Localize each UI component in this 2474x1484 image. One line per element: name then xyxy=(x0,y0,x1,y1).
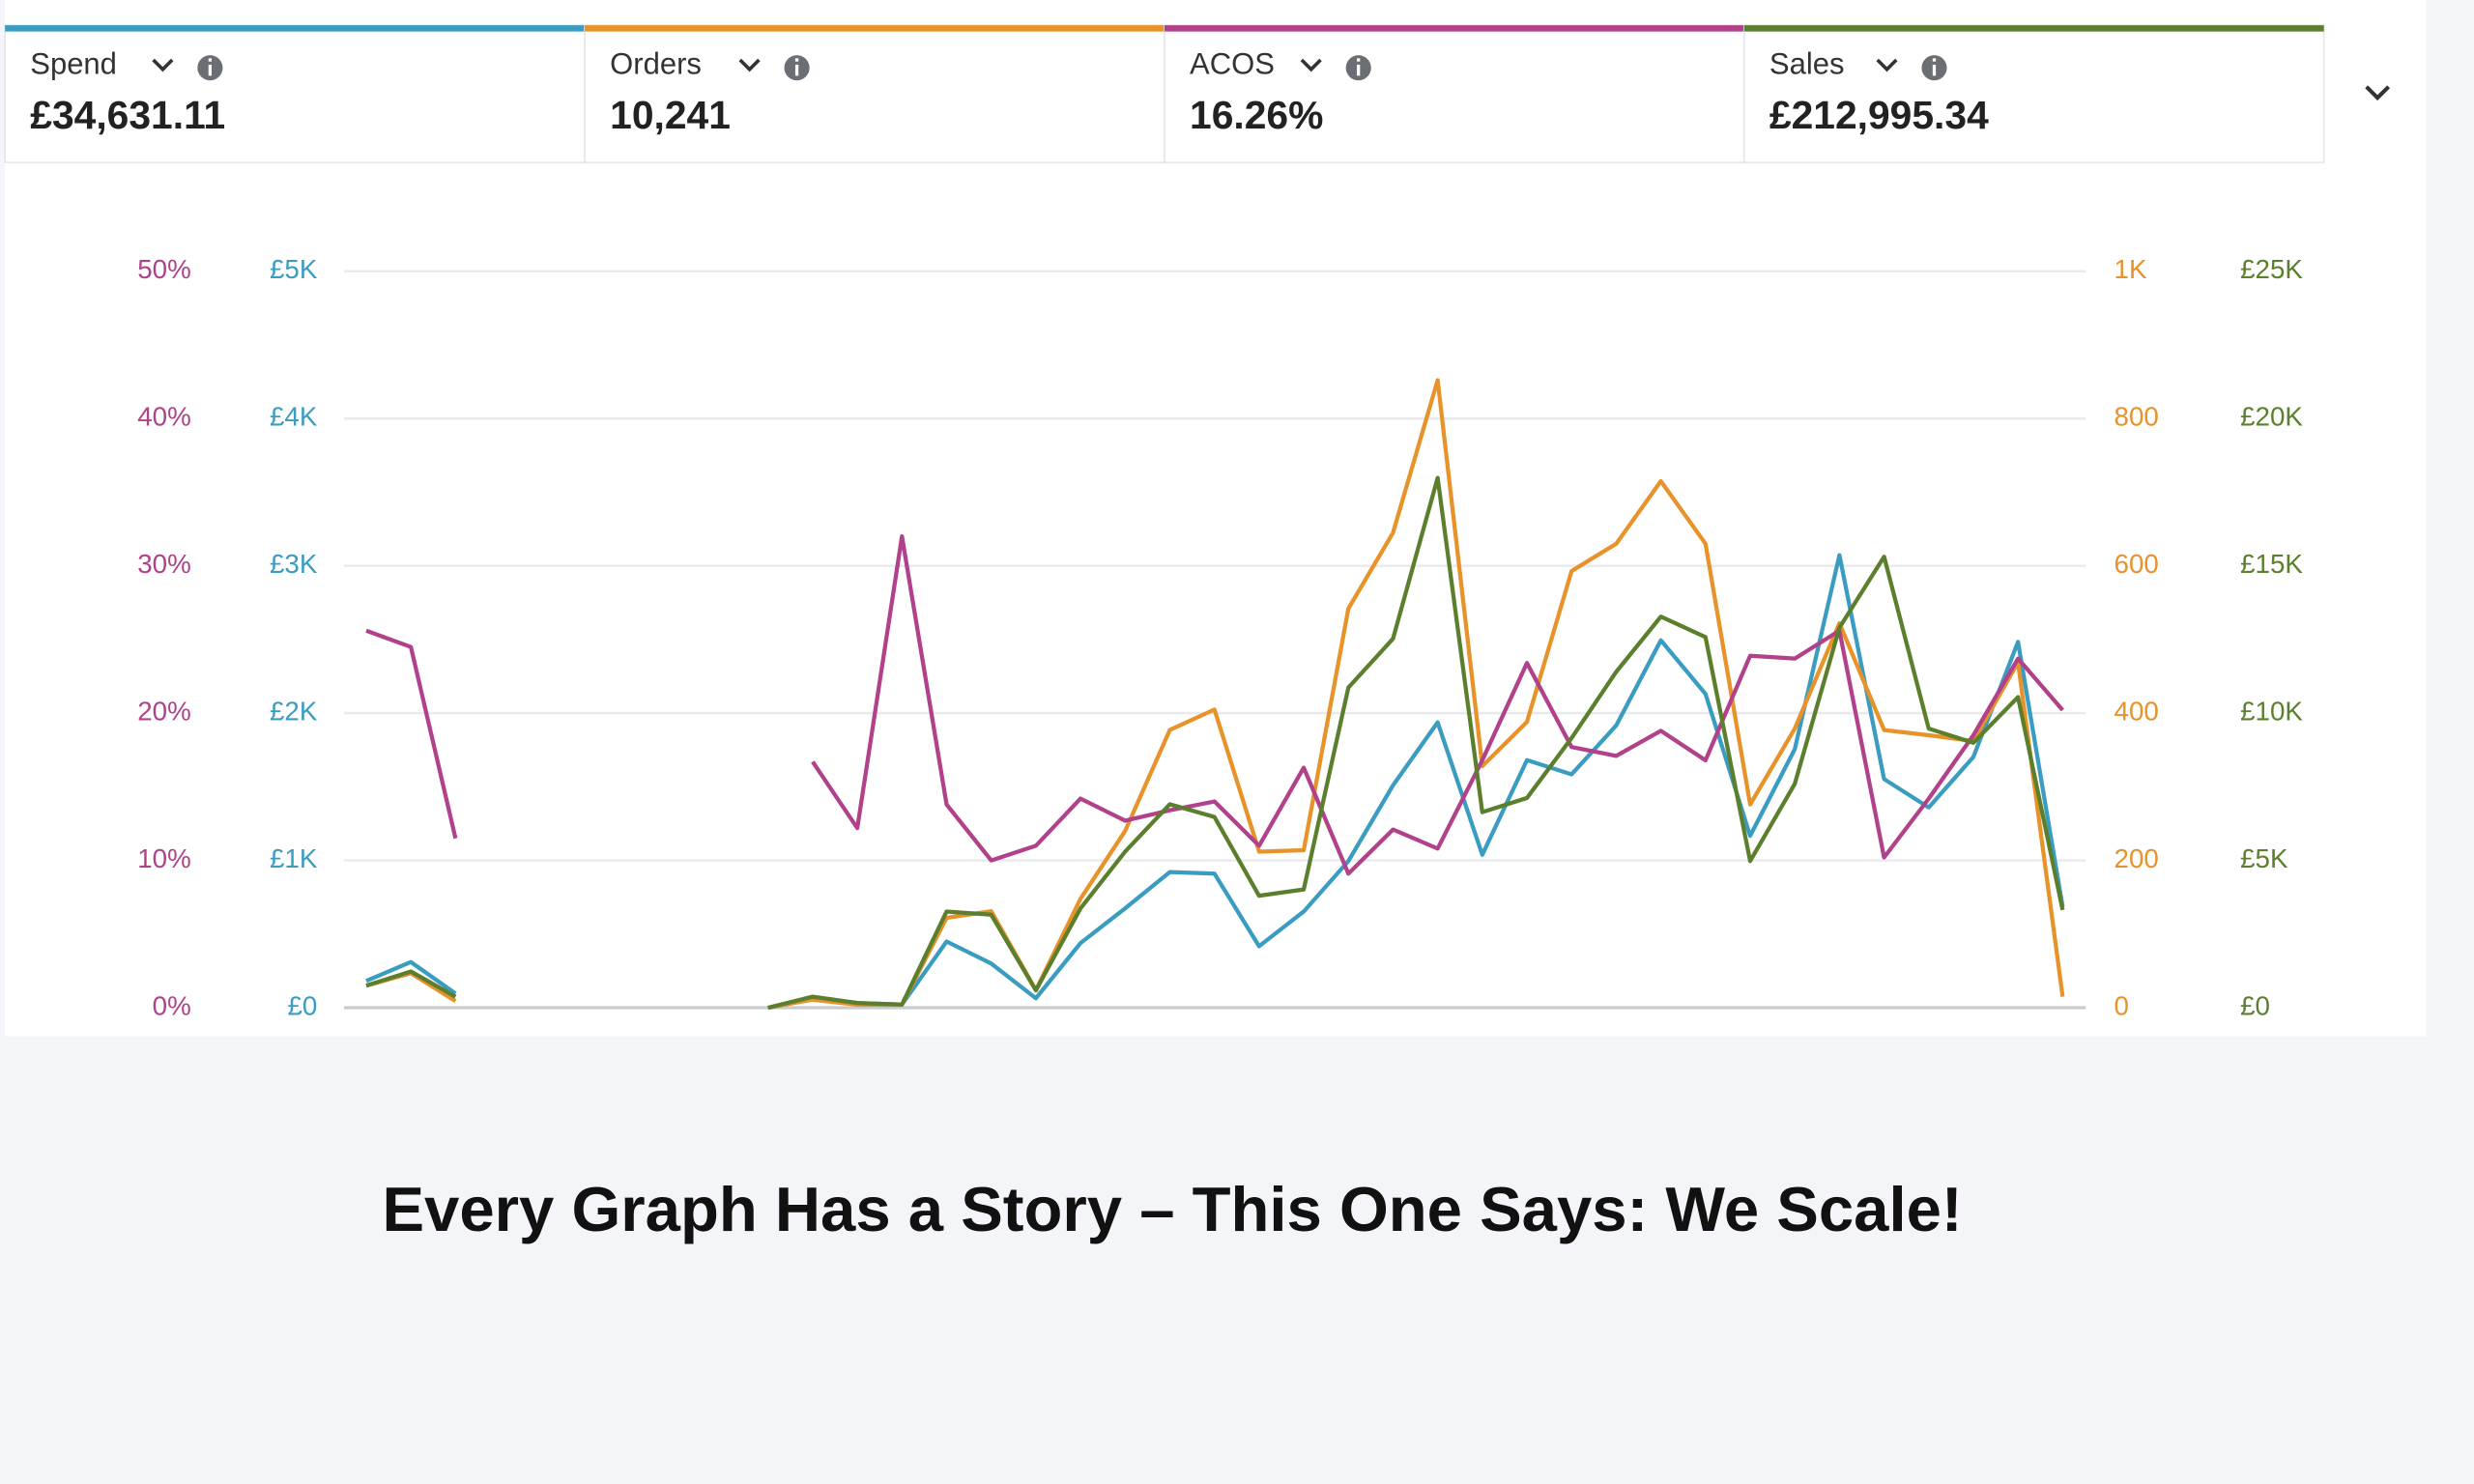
tile-label: Orders xyxy=(610,47,702,81)
caption: Every Graph Has a Story – This One Says:… xyxy=(382,1174,1962,1244)
y-tick-label: 1K xyxy=(2114,254,2147,284)
series-line xyxy=(365,475,2065,1011)
y-tick-label: £25K xyxy=(2240,254,2303,284)
y-tick-label: £5K xyxy=(2240,843,2288,873)
y-tick-label: £3K xyxy=(270,549,318,579)
info-dot xyxy=(208,58,213,62)
info-dot xyxy=(1932,58,1937,62)
y-tick-label: 600 xyxy=(2114,549,2159,579)
y-tick-label: 10% xyxy=(137,843,191,873)
y-tick-label: 0% xyxy=(153,990,191,1020)
y-tick-label: 50% xyxy=(137,254,191,284)
tile-value: £34,631.11 xyxy=(30,93,225,137)
y-tick-label: 20% xyxy=(137,696,191,726)
metric-tiles: Spend £34,631.11 Orders 10,241 ACOS 16.26% Sal… xyxy=(4,24,2325,163)
tile-label: ACOS xyxy=(1190,47,1275,81)
y-tick-label: £4K xyxy=(270,402,318,432)
series-line xyxy=(365,534,2064,876)
y-tick-label: £0 xyxy=(288,990,318,1020)
tile[interactable] xyxy=(4,24,586,163)
info-dot xyxy=(1357,58,1361,62)
y-tick-label: 400 xyxy=(2114,696,2159,726)
tile[interactable] xyxy=(1742,24,2325,163)
info-glyph xyxy=(1357,64,1361,76)
y-tick-label: £20K xyxy=(2240,402,2303,432)
tile-accent xyxy=(1743,25,2324,32)
tile-label: Spend xyxy=(30,47,117,81)
y-tick-label: £0 xyxy=(2240,990,2270,1020)
tile-label: Sales xyxy=(1769,47,1845,81)
tile-value: £212,995.34 xyxy=(1769,93,1989,137)
dropdown-chevron[interactable] xyxy=(152,58,174,72)
y-tick-label: £10K xyxy=(2240,696,2303,726)
y-tick-label: £15K xyxy=(2240,549,2303,579)
plot: 0% 10% 20% 30% 40% 50% £0 £1K £2K £3K £4K £5K 0 200 40… xyxy=(137,254,2303,1020)
info-glyph xyxy=(208,64,213,76)
y-tick-label: 30% xyxy=(137,549,191,579)
info-glyph xyxy=(1932,64,1937,76)
y-tick-label: £2K xyxy=(270,696,318,726)
info-dot xyxy=(794,58,799,62)
tile-accent xyxy=(585,25,1165,32)
dropdown-chevron[interactable] xyxy=(738,58,761,72)
y-tick-label: 40% xyxy=(137,402,191,432)
expand-chevron[interactable] xyxy=(2365,85,2391,101)
tile-accent xyxy=(5,25,586,32)
series-line xyxy=(365,553,2065,1011)
y-tick-label: 0 xyxy=(2114,990,2129,1020)
tile-value: 10,241 xyxy=(610,93,731,137)
tile-value: 16.26% xyxy=(1190,93,1323,137)
y-tick-label: 800 xyxy=(2114,402,2159,432)
y-tick-label: £1K xyxy=(270,843,318,873)
chart-panel xyxy=(5,0,2427,1037)
dropdown-chevron[interactable] xyxy=(1300,58,1322,72)
info-glyph xyxy=(794,64,799,76)
dropdown-chevron[interactable] xyxy=(1876,58,1898,72)
tile-accent xyxy=(1164,25,1744,32)
y-tick-label: 200 xyxy=(2114,843,2159,873)
y-tick-label: £5K xyxy=(270,254,318,284)
